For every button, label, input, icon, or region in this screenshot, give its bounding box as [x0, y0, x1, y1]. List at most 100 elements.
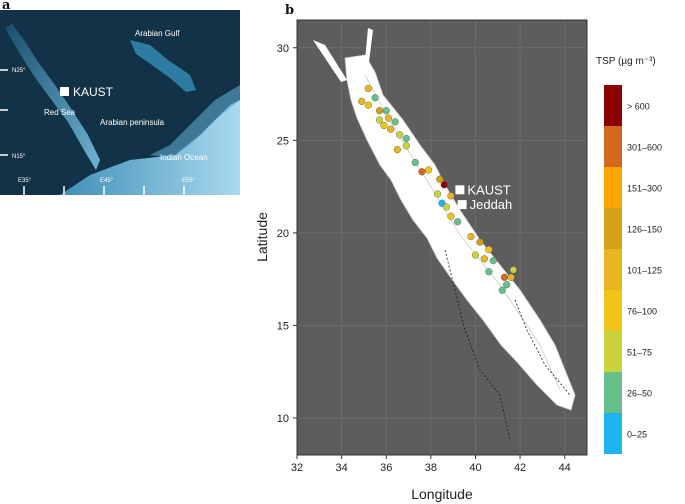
tsp-point: [391, 118, 399, 126]
legend-label: > 600: [627, 102, 650, 112]
legend-swatch: [604, 208, 622, 249]
site-label: KAUST: [467, 182, 510, 197]
legend-label: 0–25: [627, 430, 647, 440]
tsp-point: [507, 273, 515, 281]
red-sea-label: Red Sea: [44, 108, 76, 117]
gulf-of-aqaba: [365, 28, 373, 62]
y-tick-label: 30: [277, 43, 289, 55]
tsp-point: [396, 131, 404, 139]
legend-items: > 600 301–600 151–300 126–150 101–125 76–100 5…: [604, 85, 662, 454]
tsp-point: [447, 212, 455, 220]
x-axis-ticks: 32 34 36 38 40 42 44: [291, 455, 571, 474]
red-sea-water: [344, 54, 576, 411]
tsp-point: [384, 114, 393, 122]
arabian-gulf-label: Arabian Gulf: [135, 29, 180, 38]
coastline: [444, 249, 511, 441]
y-tick-label: 10: [277, 413, 289, 425]
red-sea-water: [5, 24, 100, 170]
x-tick-label: 42: [514, 462, 526, 474]
kaust-site-label: KAUST: [73, 85, 114, 99]
tsp-point: [402, 142, 410, 150]
tsp-point: [480, 255, 488, 263]
y-axis-label: Latitude: [255, 212, 270, 262]
tsp-point: [418, 168, 426, 176]
tsp-point: [382, 107, 390, 115]
y-axis-ticks: 10 15 20 25 30: [277, 43, 297, 425]
tsp-point: [380, 121, 388, 130]
legend-swatch: [604, 413, 622, 454]
tsp-point: [364, 84, 372, 93]
legend-label: 101–125: [627, 266, 662, 276]
arabian-gulf-water: [130, 40, 196, 92]
tsp-point: [471, 251, 480, 259]
tsp-point: [485, 245, 493, 254]
tsp-legend: TSP (µg m⁻³) > 600 301–600 151–300 126–150 1…: [596, 56, 662, 454]
tsp-point: [433, 190, 442, 198]
lon-tick-label: E55°: [182, 178, 196, 184]
x-tick-label: 34: [335, 462, 347, 474]
legend-label: 51–75: [627, 348, 652, 358]
x-tick-label: 44: [559, 462, 571, 474]
legend-label: 151–300: [627, 184, 662, 194]
tsp-point: [436, 175, 444, 183]
tsp-point: [503, 281, 511, 289]
tsp-point: [489, 257, 497, 265]
tsp-point: [447, 192, 455, 200]
gulf-of-suez: [313, 40, 347, 82]
tsp-point: [364, 101, 372, 109]
tsp-point: [402, 134, 410, 143]
legend-title: TSP (µg m⁻³): [596, 56, 656, 67]
tsp-point: [440, 181, 448, 189]
indian-ocean-label: Indian Ocean: [160, 153, 208, 162]
tsp-point: [411, 158, 419, 167]
x-tick-label: 32: [291, 462, 303, 474]
tsp-point: [371, 94, 379, 102]
inset-ticks: [0, 69, 185, 195]
tsp-point: [375, 116, 384, 124]
tsp-point: [375, 107, 384, 115]
y-tick-label: 25: [277, 135, 289, 147]
inset-region-map: N25° N15° E35° E45° E55° KAUST Red Sea A…: [0, 10, 240, 195]
bathymetry-contour: [364, 74, 561, 391]
legend-swatch: [604, 167, 622, 208]
panel-b-label: b: [285, 3, 295, 18]
x-tick-label: 40: [469, 462, 481, 474]
tsp-point: [442, 203, 451, 211]
legend-swatch: [604, 331, 622, 372]
lon-tick-label: E45°: [100, 178, 114, 184]
lat-tick-label: N25°: [12, 68, 26, 74]
tsp-point: [454, 218, 462, 226]
tsp-point: [467, 232, 475, 241]
x-axis-label: Longitude: [411, 486, 473, 502]
coastline: [514, 299, 571, 396]
y-tick-label: 15: [277, 320, 289, 332]
legend-label: 301–600: [627, 143, 662, 153]
lat-tick-label: N15°: [12, 154, 26, 160]
legend-swatch: [604, 126, 622, 167]
tsp-point: [498, 286, 506, 294]
indian-ocean-water: [60, 100, 240, 195]
site-marker: [457, 200, 467, 210]
kaust-site-marker: [60, 87, 69, 96]
panel-a-label: a: [2, 0, 11, 13]
site-marker: [455, 185, 465, 195]
y-tick-label: 20: [277, 228, 289, 240]
tsp-point: [476, 238, 484, 246]
tsp-point: [509, 266, 517, 274]
tsp-point: [393, 145, 401, 154]
legend-swatch: [604, 85, 622, 126]
tsp-point: [500, 273, 509, 281]
tsp-point: [425, 166, 433, 174]
legend-swatch: [604, 249, 622, 290]
legend-swatch: [604, 372, 622, 413]
legend-label: 26–50: [627, 389, 652, 399]
legend-label: 126–150: [627, 225, 662, 235]
lon-tick-label: E35°: [18, 178, 32, 184]
x-tick-label: 36: [380, 462, 392, 474]
legend-label: 76–100: [627, 307, 657, 317]
legend-swatch: [604, 290, 622, 331]
x-tick-label: 38: [425, 462, 437, 474]
tsp-point: [387, 125, 395, 133]
